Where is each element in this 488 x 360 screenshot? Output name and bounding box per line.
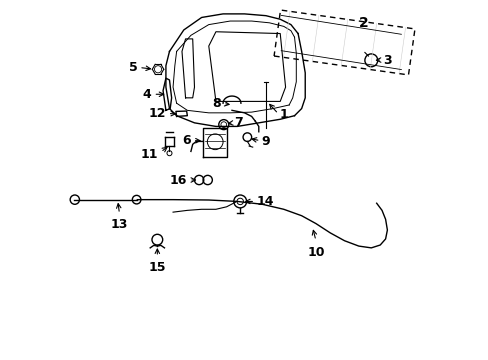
Text: 15: 15 — [148, 261, 166, 274]
Text: 14: 14 — [256, 195, 273, 208]
Text: 4: 4 — [142, 88, 151, 101]
Text: 2: 2 — [358, 16, 368, 30]
Text: 16: 16 — [170, 174, 187, 186]
Text: 13: 13 — [110, 217, 127, 230]
Text: 7: 7 — [234, 116, 243, 129]
Text: 10: 10 — [306, 246, 324, 259]
Text: 8: 8 — [212, 97, 221, 110]
Text: 5: 5 — [128, 61, 137, 74]
Text: 11: 11 — [140, 148, 158, 161]
Text: 9: 9 — [261, 135, 270, 148]
Text: 12: 12 — [148, 107, 165, 120]
Text: 3: 3 — [382, 54, 391, 67]
Text: 6: 6 — [182, 134, 190, 147]
Text: 1: 1 — [279, 108, 287, 121]
